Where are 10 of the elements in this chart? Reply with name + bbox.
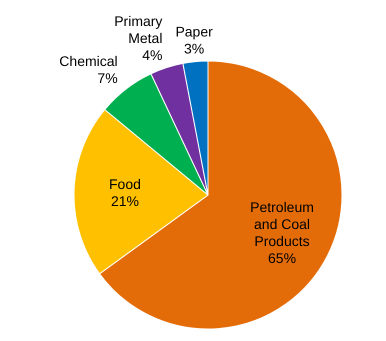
slice-label: Chemical [59,52,118,69]
data-label: 4% [142,46,162,63]
slice-label: Primary Metal [114,12,162,46]
data-label: 7% [97,70,118,86]
slice-label: Food [109,176,141,192]
data-label: 21% [110,192,139,209]
data-label: 3% [184,40,204,57]
data-label: 65% [268,250,296,266]
slice-label: Petroleum and Coal Products [250,199,314,250]
slice-label: Paper [175,24,214,40]
